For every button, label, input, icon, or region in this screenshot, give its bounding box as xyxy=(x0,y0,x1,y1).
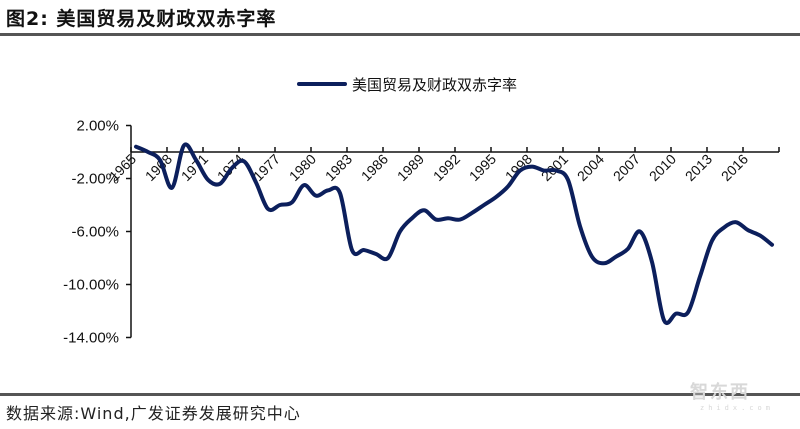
x-tick-label: 1980 xyxy=(286,151,319,184)
watermark-logo: 智东西 xyxy=(690,382,750,403)
x-tick-label: 1983 xyxy=(322,151,355,184)
series-line xyxy=(134,142,774,326)
watermark-url: zhidx.com xyxy=(700,404,774,412)
y-tick-label: -14.00% xyxy=(63,330,119,347)
y-tick-label: -6.00% xyxy=(71,224,119,241)
source-note: 数据来源:Wind,广发证券发展研究中心 xyxy=(6,404,301,423)
figure-title: 图2: 美国贸易及财政双赤字率 xyxy=(6,8,277,30)
y-axis: 2.00% -2.00% -6.00% -10.00% -14.00% xyxy=(63,118,132,347)
x-tick-label: 2010 xyxy=(646,151,679,184)
x-tick-label: 1992 xyxy=(430,151,463,184)
x-tick-label: 1989 xyxy=(394,151,427,184)
chart-legend: 美国贸易及财政双赤字率 xyxy=(297,76,517,94)
y-tick-label: -10.00% xyxy=(63,277,119,294)
legend-label: 美国贸易及财政双赤字率 xyxy=(352,76,517,94)
x-tick-label: 2013 xyxy=(682,151,715,184)
x-tick-label: 2016 xyxy=(718,151,751,184)
y-tick-label: 2.00% xyxy=(76,118,119,135)
x-tick-label: 1965 xyxy=(106,151,139,184)
x-tick-label: 2007 xyxy=(610,151,643,184)
header-divider xyxy=(0,33,800,36)
y-tick-label: -2.00% xyxy=(71,171,119,188)
x-tick-label: 1995 xyxy=(466,151,499,184)
footer-divider xyxy=(0,393,800,396)
x-tick-label: 1986 xyxy=(358,151,391,184)
x-tick-label: 2004 xyxy=(574,151,607,184)
